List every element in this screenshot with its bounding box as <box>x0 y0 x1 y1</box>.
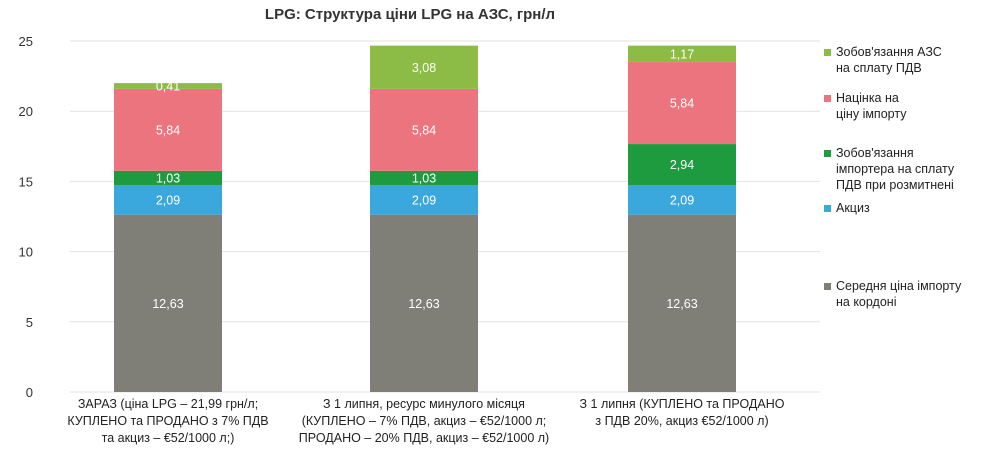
x-tick-label-line: ПРОДАНО – 20% ПДВ, акциз – €52/1000 л) <box>298 431 550 445</box>
legend-swatch <box>824 150 831 157</box>
bar-segment <box>370 88 478 171</box>
legend-label: Акциз <box>836 201 870 215</box>
legend-item: Середня ціна імпорту на кордоні <box>824 278 996 310</box>
bar-segment <box>628 62 736 145</box>
data-label: 2,09 <box>670 194 694 208</box>
legend-label: Середня ціна імпорту <box>836 279 962 293</box>
bar-segment <box>628 144 736 186</box>
x-tick-label-line: з ПДВ 20%, акциз €52/1000 л) <box>595 414 769 428</box>
data-label: 5,84 <box>670 97 694 111</box>
data-label: 2,94 <box>670 158 694 172</box>
bar-segment <box>370 170 478 186</box>
bar-segment <box>114 185 222 215</box>
data-label: 0,41 <box>156 79 180 93</box>
legend-label: ціну імпорту <box>836 107 907 121</box>
x-tick-label: З 1 липня (КУПЛЕНО та ПРОДАНО з ПДВ 20%, … <box>552 396 812 430</box>
legend-swatch <box>824 49 831 56</box>
bar-segment <box>628 45 736 63</box>
x-tick-label-line: ЗАРАЗ (ціна LPG – 21,99 грн/л; <box>77 397 259 411</box>
bar-segment <box>370 185 478 215</box>
x-tick-label: ЗАРАЗ (ціна LPG – 21,99 грн/л; КУПЛЕНО та… <box>38 396 298 447</box>
legend-label: ПДВ при розмитнені <box>836 178 954 192</box>
bar-segment <box>114 88 222 171</box>
bar-segment <box>114 214 222 392</box>
bar-segment <box>370 45 478 89</box>
data-label: 1,03 <box>156 172 180 186</box>
x-tick-label-line: (КУПЛЕНО – 7% ПДВ, акциз – €52/1000 л; <box>301 414 547 428</box>
bar-segment <box>370 214 478 392</box>
legend-label: на сплату ПДВ <box>836 61 922 75</box>
x-tick-label-line: З 1 липня, ресурс минулого місяця <box>323 397 525 411</box>
legend-label: на кордоні <box>836 295 897 309</box>
legend-label: Зобов'язання АЗС <box>836 45 942 59</box>
y-tick-label: 25 <box>19 34 33 49</box>
bar-segment <box>114 170 222 186</box>
data-label: 12,63 <box>408 297 439 311</box>
legend-swatch <box>824 283 831 290</box>
chart-title: LPG: Структура ціни LPG на АЗС, грн/л <box>264 6 556 23</box>
bar-segment <box>114 83 222 89</box>
legend-swatch <box>824 205 831 212</box>
data-label: 2,09 <box>156 194 180 208</box>
x-tick-label: З 1 липня, ресурс минулого місяця (КУПЛЕН… <box>294 396 554 447</box>
data-label: 12,63 <box>152 297 183 311</box>
x-tick-label-line: З 1 липня (КУПЛЕНО та ПРОДАНО <box>579 397 785 411</box>
legend-item: Зобов'язання АЗС на сплату ПДВ <box>824 44 996 76</box>
bar-segment <box>628 185 736 215</box>
data-label: 12,63 <box>666 297 697 311</box>
y-tick-label: 0 <box>26 385 33 400</box>
legend-swatch <box>824 95 831 102</box>
y-tick-label: 10 <box>19 245 33 260</box>
legend-item: Націнка на ціну імпорту <box>824 90 996 122</box>
legend-item: Акциз <box>824 200 996 216</box>
x-tick-label-line: КУПЛЕНО та ПРОДАНО з 7% ПДВ <box>67 414 269 428</box>
data-label: 3,08 <box>412 61 436 75</box>
legend-label: імпортера на сплату <box>836 162 955 176</box>
y-tick-label: 20 <box>19 104 33 119</box>
data-label: 5,84 <box>156 123 180 137</box>
y-tick-label: 15 <box>19 174 33 189</box>
data-label: 1,17 <box>670 47 694 61</box>
data-label: 5,84 <box>412 123 436 137</box>
x-tick-label-line: та акциз – €52/1000 л;) <box>101 431 235 445</box>
data-label: 1,03 <box>412 172 436 186</box>
legend-label: Націнка на <box>836 91 899 105</box>
data-label: 2,09 <box>412 194 436 208</box>
y-tick-label: 5 <box>26 315 33 330</box>
legend-label: Зобов'язання <box>836 146 914 160</box>
legend-item: Зобов'язання імпортера на сплату ПДВ при р… <box>824 145 996 193</box>
bar-segment <box>628 214 736 392</box>
